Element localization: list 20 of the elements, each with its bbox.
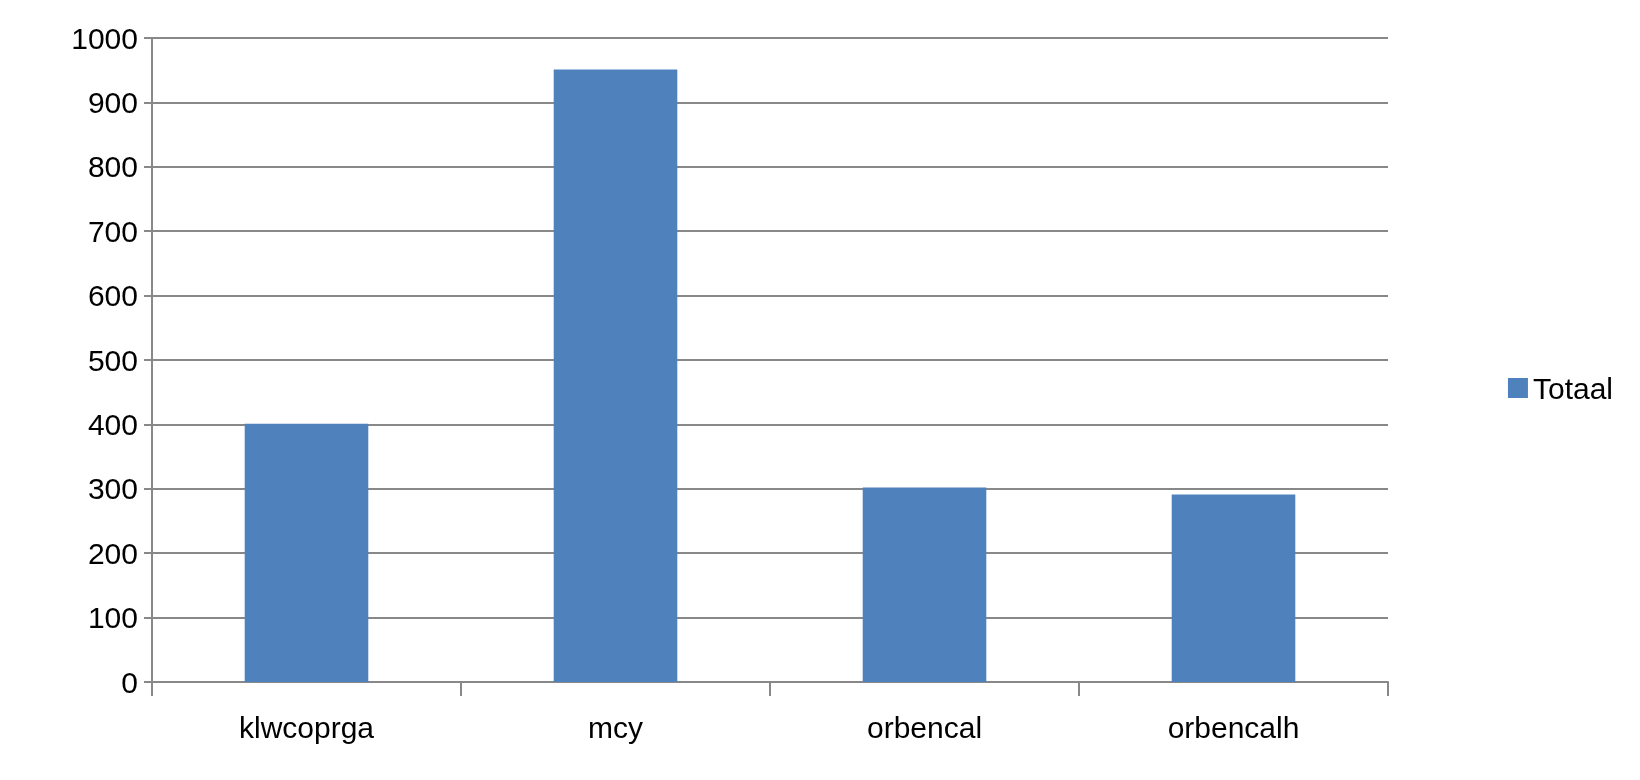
legend-label: Totaal [1532,371,1614,405]
bar [244,423,369,682]
y-tick-label: 700 [87,214,138,248]
y-tick-label: 600 [87,279,138,313]
x-tick-label: orbencalh [1167,710,1300,744]
y-tick-label: 300 [87,472,138,506]
y-tick-label: 1000 [71,21,138,55]
y-tick-label: 200 [87,536,138,570]
y-tick-label: 400 [87,407,138,441]
x-tick-label: mcy [588,710,643,744]
bar [1171,494,1296,682]
x-tick-label: orbencal [866,710,983,744]
bar [862,487,987,682]
y-tick-label: 100 [87,601,138,635]
y-tick-label: 800 [87,150,138,184]
y-tick-label: 900 [87,85,138,119]
y-tick-label: 0 [121,665,138,699]
bar [553,69,678,682]
y-tick-label: 500 [87,343,138,377]
x-tick-label: klwcoprga [238,710,375,744]
